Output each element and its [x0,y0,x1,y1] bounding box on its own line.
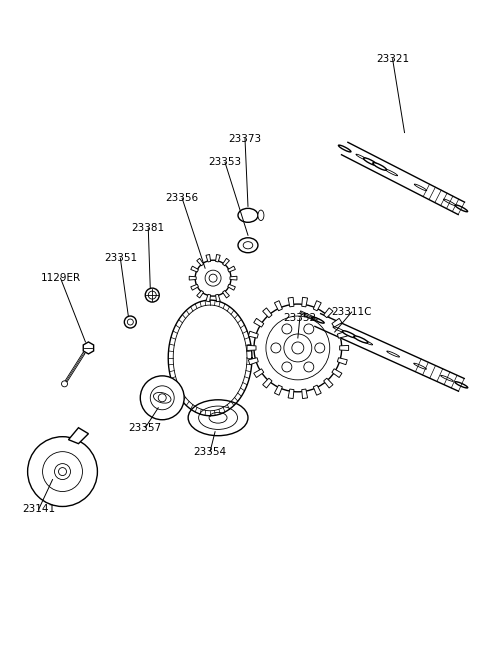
Polygon shape [288,298,294,307]
Ellipse shape [243,242,253,249]
Circle shape [304,324,314,334]
Text: 23381: 23381 [132,223,165,233]
Ellipse shape [342,330,356,338]
Text: 23141: 23141 [22,505,55,514]
Polygon shape [337,357,347,365]
Circle shape [254,304,342,392]
Polygon shape [337,331,347,338]
Polygon shape [254,369,264,378]
Polygon shape [216,294,220,302]
Polygon shape [228,266,235,272]
Ellipse shape [455,205,468,212]
Circle shape [145,288,159,302]
Polygon shape [248,331,258,338]
Polygon shape [332,369,342,378]
Circle shape [205,270,221,286]
Text: 23354: 23354 [193,447,227,457]
Polygon shape [197,290,204,298]
Polygon shape [275,301,282,311]
Polygon shape [302,389,308,399]
Circle shape [124,316,136,328]
Ellipse shape [312,317,324,323]
Polygon shape [263,308,272,318]
Circle shape [282,324,292,334]
Polygon shape [248,357,258,365]
Text: 1129ER: 1129ER [40,273,81,283]
Polygon shape [230,277,237,280]
Text: 23352: 23352 [283,313,316,323]
Polygon shape [83,342,94,354]
Ellipse shape [338,145,351,152]
Ellipse shape [354,336,368,343]
Circle shape [271,343,281,353]
Polygon shape [189,277,196,280]
Text: 23353: 23353 [208,158,241,168]
Polygon shape [69,428,88,443]
Ellipse shape [373,163,386,170]
Circle shape [28,437,97,507]
Polygon shape [206,254,211,262]
Polygon shape [191,284,198,290]
Polygon shape [324,378,333,388]
Text: 23321: 23321 [376,54,409,64]
Polygon shape [332,319,342,327]
Text: 23357: 23357 [129,422,162,433]
Circle shape [140,376,184,420]
Polygon shape [341,143,465,215]
Circle shape [195,260,231,296]
Polygon shape [340,346,348,350]
Polygon shape [313,385,321,396]
Circle shape [61,381,68,387]
Circle shape [304,362,314,372]
Polygon shape [288,389,294,399]
Polygon shape [247,346,256,350]
Text: 23351: 23351 [104,253,137,263]
Polygon shape [324,308,333,318]
Polygon shape [228,284,235,290]
Polygon shape [263,378,272,388]
Ellipse shape [258,210,264,221]
Polygon shape [191,266,198,272]
Polygon shape [206,294,211,302]
Ellipse shape [455,382,468,388]
Ellipse shape [238,208,258,222]
Polygon shape [315,313,464,391]
Polygon shape [216,254,220,262]
Polygon shape [223,258,229,266]
Polygon shape [254,319,264,327]
Circle shape [315,343,325,353]
Circle shape [282,362,292,372]
Text: 23356: 23356 [166,193,199,204]
Ellipse shape [238,238,258,253]
Polygon shape [223,290,229,298]
Polygon shape [197,258,204,266]
Polygon shape [313,301,321,311]
Text: 23311C: 23311C [331,307,372,317]
Polygon shape [275,385,282,396]
Text: 23373: 23373 [228,133,262,143]
Polygon shape [302,298,308,307]
Ellipse shape [363,158,377,166]
